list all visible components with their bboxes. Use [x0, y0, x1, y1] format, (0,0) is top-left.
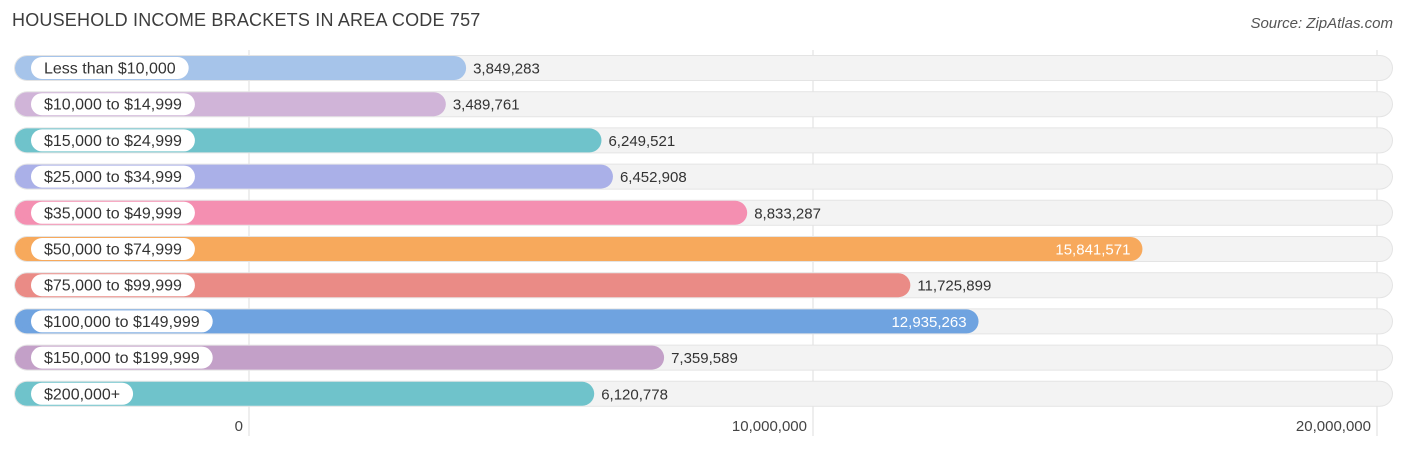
bar-dot: [18, 243, 30, 255]
value-label: 7,359,589: [671, 350, 738, 367]
category-label-pill: [31, 310, 213, 333]
bar-dot: [18, 206, 30, 219]
bar-row: $50,000 to $74,999 15,841,571: [14, 236, 1393, 262]
value-label: 3,489,761: [453, 97, 520, 114]
bar: [15, 273, 911, 298]
category-label-pill: [31, 274, 195, 297]
category-label-pill: [31, 346, 213, 369]
source-note: Source: ZipAtlas.com: [1250, 15, 1393, 32]
chart-title: HOUSEHOLD INCOME BRACKETS IN AREA CODE 7…: [12, 10, 481, 30]
value-label: 12,935,263: [891, 314, 966, 331]
bar-dot: [18, 98, 30, 111]
category-label: $200,000+: [44, 386, 120, 403]
category-label-pill: [31, 238, 195, 260]
value-label: 6,452,908: [620, 169, 687, 186]
category-label: $35,000 to $49,999: [44, 205, 182, 222]
value-label: 3,849,283: [473, 61, 540, 78]
category-label: $150,000 to $199,999: [44, 350, 200, 367]
bar-dot: [18, 170, 30, 183]
bar-dot: [18, 279, 30, 292]
category-label: $25,000 to $34,999: [44, 169, 182, 186]
value-label: 15,841,571: [1055, 242, 1130, 259]
bar-row: $150,000 to $199,999 7,359,589: [14, 344, 1393, 371]
value-label: 6,120,778: [601, 386, 668, 403]
bar-row: $15,000 to $24,999 6,249,521: [14, 127, 1393, 154]
category-label: $75,000 to $99,999: [44, 278, 182, 295]
category-label: $10,000 to $14,999: [44, 97, 182, 114]
bar-row: $10,000 to $14,999 3,489,761: [14, 91, 1393, 118]
category-label: $50,000 to $74,999: [44, 242, 182, 259]
x-tick-label: 0: [235, 418, 243, 435]
x-tick-label: 20,000,000: [1296, 418, 1371, 435]
category-label: $15,000 to $24,999: [44, 133, 182, 150]
bar: [15, 309, 979, 334]
value-label: 6,249,521: [608, 133, 675, 150]
bar: [15, 381, 595, 406]
value-label: 8,833,287: [754, 205, 821, 222]
category-label-pill: [31, 57, 189, 79]
category-label: Less than $10,000: [44, 61, 176, 78]
bar-row: $75,000 to $99,999 11,725,899: [14, 272, 1393, 299]
category-label: $100,000 to $149,999: [44, 314, 200, 331]
category-label-pill: [31, 201, 195, 224]
bar-dot: [18, 387, 30, 400]
bar-dot: [18, 315, 30, 328]
bar: [15, 200, 748, 225]
bar-dot: [18, 134, 30, 147]
bar-row: $100,000 to $149,999 12,935,263: [14, 308, 1393, 335]
x-tick-label: 10,000,000: [732, 418, 807, 435]
value-label: 11,725,899: [917, 278, 991, 295]
category-label-pill: [31, 165, 195, 188]
bar-dot: [18, 351, 30, 364]
category-label-pill: [31, 93, 195, 116]
bar-dot: [18, 62, 30, 74]
category-label-pill: [31, 129, 195, 152]
bar-row: $200,000+ 6,120,778: [14, 380, 1393, 407]
category-label-pill: [31, 382, 134, 405]
bar-row: $25,000 to $34,999 6,452,908: [14, 163, 1393, 190]
bar-row: Less than $10,000 3,849,283: [14, 55, 1393, 81]
bar: [15, 237, 1143, 261]
bar-row: $35,000 to $49,999 8,833,287: [14, 199, 1393, 226]
